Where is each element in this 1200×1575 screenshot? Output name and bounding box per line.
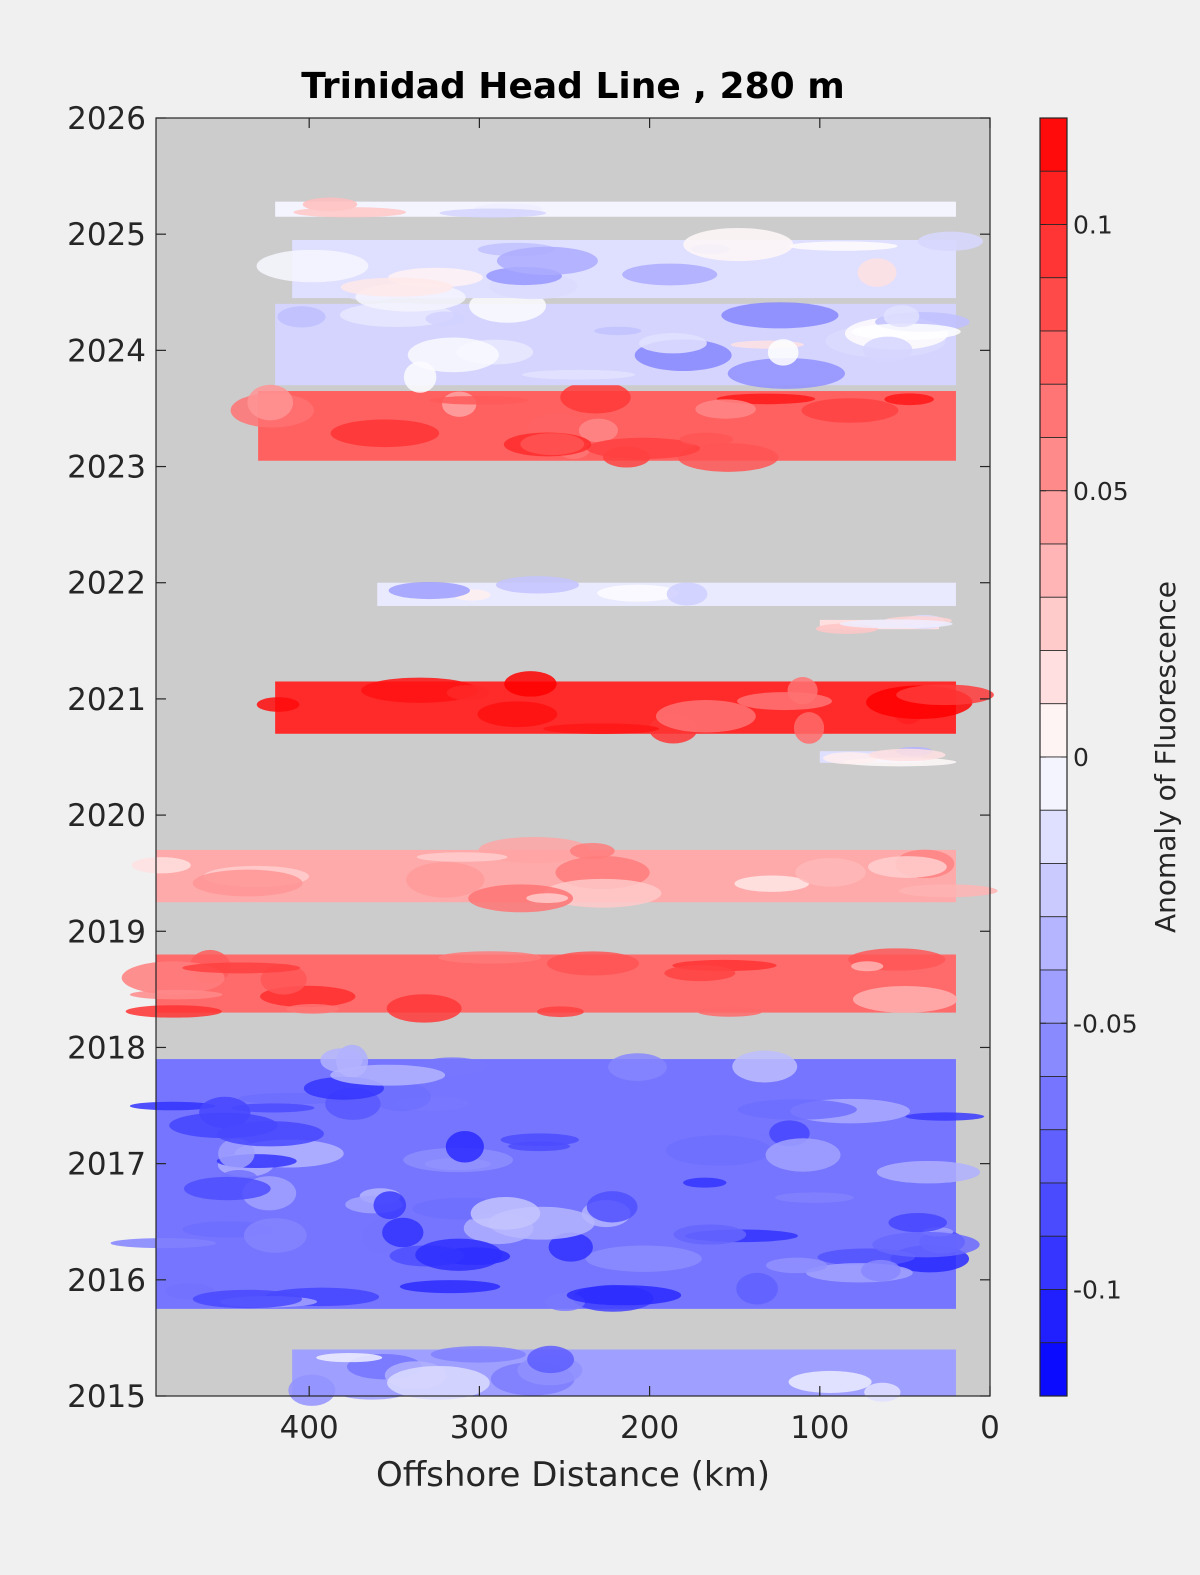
colorbar-step: [1039, 543, 1068, 598]
y-tick-label: 2021: [67, 682, 146, 718]
colorbar-step: [1039, 1182, 1068, 1237]
x-tick-label: 0: [980, 1410, 1000, 1446]
y-tick-label: 2020: [67, 798, 146, 834]
colorbar-tick-label: -0.1: [1073, 1276, 1122, 1305]
colorbar-step: [1039, 916, 1068, 971]
x-tick-labels: 400 300 200 100 0: [280, 1410, 1000, 1446]
colorbar-tick-labels: 0.1 0.05 0 -0.05 -0.1: [1040, 211, 1138, 1305]
colorbar-tick-label: 0.05: [1073, 477, 1129, 506]
y-tick-label: 2023: [67, 450, 146, 486]
anomaly-band: [819, 746, 957, 767]
y-tick-labels: 2015 2016 2017 2018 2019 2020 2021 2022 2023 2024…: [67, 101, 146, 1415]
y-tick-label: 2024: [67, 333, 146, 369]
data-layer: [110, 197, 998, 1406]
colorbar-step: [1039, 170, 1068, 225]
colorbar-step: [1039, 756, 1068, 811]
colorbar-step: [1039, 1342, 1068, 1397]
x-tick-label: 300: [450, 1410, 509, 1446]
y-tick-label: 2017: [67, 1147, 146, 1183]
y-tick-label: 2022: [67, 566, 146, 602]
axis-ticks: [156, 117, 991, 1397]
colorbar-step: [1039, 703, 1068, 758]
y-tick-label: 2025: [67, 217, 146, 253]
anomaly-band: [131, 836, 998, 913]
x-tick-label: 200: [620, 1410, 679, 1446]
anomaly-band: [230, 381, 956, 472]
colorbar-tick-label: 0: [1073, 743, 1089, 772]
y-tick-label: 2026: [67, 101, 146, 137]
anomaly-band: [815, 614, 953, 634]
colorbar: 0.1 0.05 0 -0.05 -0.1 Anomaly of Fluorescenc…: [1039, 117, 1182, 1397]
colorbar-step: [1039, 490, 1068, 545]
colorbar-step: [1039, 1076, 1068, 1131]
x-axis-label: Offshore Distance (km): [376, 1455, 770, 1495]
colorbar-step: [1039, 596, 1068, 651]
colorbar-label: Anomaly of Fluorescence: [1149, 581, 1182, 933]
x-tick-label: 400: [280, 1410, 339, 1446]
plot-area: [110, 117, 998, 1406]
colorbar-tick-label: -0.05: [1073, 1009, 1138, 1038]
anomaly-band: [256, 227, 983, 312]
colorbar-step: [1039, 1129, 1068, 1184]
colorbar-step: [1039, 117, 1068, 172]
anomaly-band: [275, 197, 956, 218]
y-tick-label: 2016: [67, 1263, 146, 1299]
y-tick-label: 2019: [67, 914, 146, 950]
anomaly-band: [275, 288, 970, 393]
colorbar-step: [1039, 330, 1068, 385]
colorbar-step: [1039, 224, 1068, 279]
colorbar-step: [1039, 809, 1068, 864]
anomaly-band: [110, 1044, 985, 1312]
colorbar-step: [1039, 1235, 1068, 1290]
x-tick-label: 100: [790, 1410, 849, 1446]
anomaly-band: [377, 576, 956, 606]
colorbar-step: [1039, 277, 1068, 332]
anomaly-band: [288, 1345, 956, 1406]
y-tick-label: 2015: [67, 1379, 146, 1415]
y-tick-label: 2018: [67, 1030, 146, 1066]
colorbar-step: [1039, 383, 1068, 438]
colorbar-step: [1039, 969, 1068, 1024]
colorbar-step: [1039, 1289, 1068, 1344]
anomaly-band: [121, 948, 958, 1023]
chart-title: Trinidad Head Line , 280 m: [301, 66, 844, 107]
colorbar-step: [1039, 650, 1068, 705]
colorbar-step: [1039, 863, 1068, 918]
colorbar-tick-label: 0.1: [1073, 211, 1113, 240]
colorbar-step: [1039, 437, 1068, 492]
colorbar-step: [1039, 1022, 1068, 1077]
anomaly-band: [256, 671, 994, 744]
plot-frame: [155, 117, 991, 1397]
